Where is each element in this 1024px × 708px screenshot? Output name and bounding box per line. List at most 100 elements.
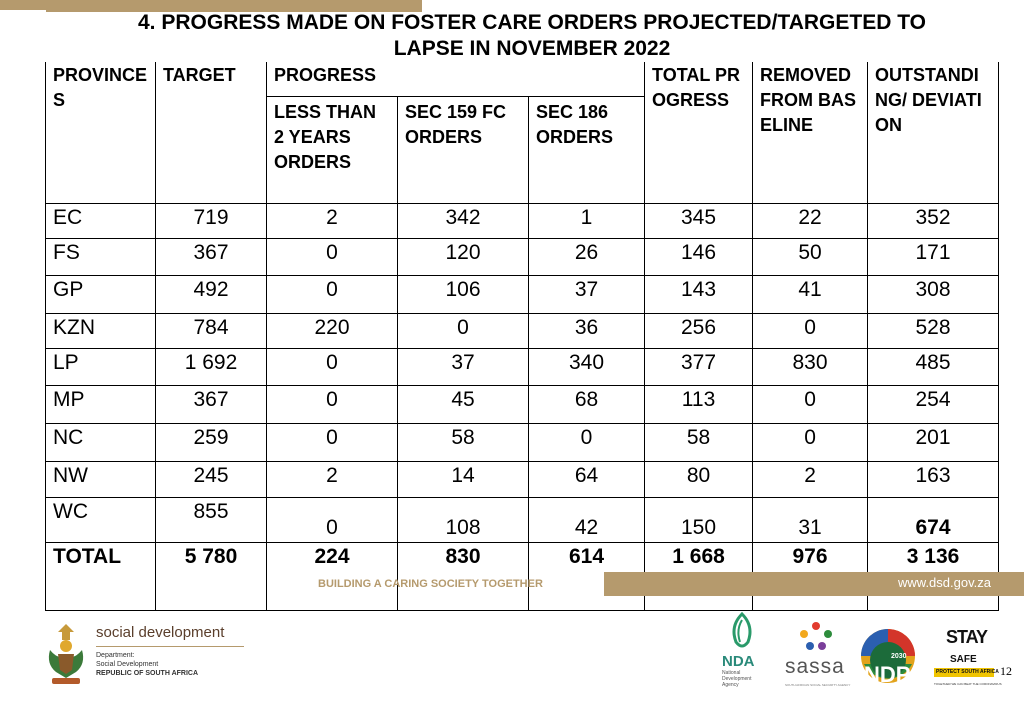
cell-less-than-2: 0	[266, 274, 398, 314]
cell-sec-159: 106	[397, 274, 529, 314]
cell-less-than-2: 2	[266, 460, 398, 498]
cell-sec-159: 37	[397, 347, 529, 386]
table-row: EC 719 2 342 1 345 22 352	[45, 202, 1000, 239]
cell-removed: 0	[752, 422, 869, 462]
nda-subtitle: National Development Agency	[722, 670, 752, 688]
cell-outstanding: 528	[867, 312, 1000, 349]
table-row: GP 492 0 106 37 143 41 308	[45, 274, 1000, 314]
header-provinces: PROVINCES	[45, 62, 156, 204]
cell-target: 259	[155, 422, 267, 462]
table-row: WC 855 0 108 42 150 31 674	[45, 496, 1000, 543]
cell-total-progress: 80	[644, 460, 754, 498]
header-accent-bar	[46, 0, 422, 12]
cell-sec-186: 42	[527, 496, 646, 543]
cell-province: GP	[45, 274, 156, 314]
table-row: FS 367 0 120 26 146 50 171	[45, 237, 1000, 276]
cell-outstanding: 674	[867, 496, 1000, 543]
table-total-row: TOTAL 5 780 224 830 614 1 668 976 3 136	[45, 541, 1000, 611]
header-removed-from-baseline: REMOVED FROM BASELINE	[752, 62, 869, 204]
cell-sec-159: 342	[397, 202, 529, 239]
cell-province: WC	[45, 496, 156, 543]
table-row: LP 1 692 0 37 340 377 830 485	[45, 347, 1000, 386]
cell-less-than-2: 0	[266, 347, 398, 386]
header-total-progress: TOTAL PROGRESS	[644, 62, 754, 204]
cell-sec-186: 37	[527, 274, 646, 314]
cell-less-than-2: 220	[266, 312, 398, 349]
cell-province: NC	[45, 422, 156, 462]
dept-name: social development	[96, 624, 225, 641]
cell-less-than-2: 2	[266, 202, 398, 239]
cell-total-progress: 58	[644, 422, 754, 462]
sassa-emblem-icon	[800, 622, 832, 650]
stay-safe-subtitle: TOGETHER WE CAN BEAT THE CORONAVIRUS	[934, 682, 1002, 686]
cell-target: 784	[155, 312, 267, 349]
cell-target: 855	[155, 496, 267, 543]
cell-target: 5 780	[155, 541, 267, 611]
cell-province: NW	[45, 460, 156, 498]
slide-title: 4. PROGRESS MADE ON FOSTER CARE ORDERS P…	[60, 10, 1004, 62]
cell-sec-186: 340	[527, 347, 646, 386]
stay-safe-line-2: SAFE	[950, 654, 977, 665]
cell-outstanding: 485	[867, 347, 1000, 386]
stay-safe-band-text: PROTECT SOUTH AFRICA	[936, 669, 999, 675]
cell-removed: 22	[752, 202, 869, 239]
cell-removed: 31	[752, 496, 869, 543]
nda-name: NDA	[722, 653, 755, 670]
social-development-logo: social development Department: Social De…	[44, 620, 244, 690]
cell-less-than-2: 0	[266, 384, 398, 424]
cell-target: 492	[155, 274, 267, 314]
header-target: TARGET	[155, 62, 267, 204]
cell-less-than-2: 224	[266, 541, 398, 611]
header-sec-159: SEC 159 FC ORDERS	[397, 95, 529, 204]
dept-divider	[96, 646, 244, 647]
cell-sec-159: 108	[397, 496, 529, 543]
dept-line-2: Social Development	[96, 661, 159, 668]
cell-province: EC	[45, 202, 156, 239]
cell-sec-186: 36	[527, 312, 646, 349]
cell-outstanding: 201	[867, 422, 1000, 462]
header-sec-186: SEC 186 ORDERS	[527, 95, 646, 204]
cell-target: 367	[155, 384, 267, 424]
header-outstanding-deviation: OUTSTANDING/ DEVIATION	[867, 62, 1000, 204]
cell-removed: 41	[752, 274, 869, 314]
coat-of-arms-icon	[48, 624, 84, 684]
stay-safe-band	[934, 668, 994, 677]
cell-outstanding: 171	[867, 237, 1000, 276]
cell-outstanding: 352	[867, 202, 1000, 239]
cell-outstanding: 308	[867, 274, 1000, 314]
cell-target: 245	[155, 460, 267, 498]
sassa-subtitle: SOUTH AFRICAN SOCIAL SECURITY AGENCY	[785, 683, 851, 687]
cell-sec-186: 1	[527, 202, 646, 239]
cell-removed: 830	[752, 347, 869, 386]
cell-province: LP	[45, 347, 156, 386]
cell-total-progress: 150	[644, 496, 754, 543]
cell-target: 1 692	[155, 347, 267, 386]
cell-total-progress: 256	[644, 312, 754, 349]
cell-total-progress: 146	[644, 237, 754, 276]
cell-sec-186: 26	[527, 237, 646, 276]
cell-outstanding: 254	[867, 384, 1000, 424]
slide-title-line-1: 4. PROGRESS MADE ON FOSTER CARE ORDERS P…	[138, 11, 926, 34]
header-less-than-2-years: LESS THAN 2 YEARS ORDERS	[266, 95, 398, 204]
cell-total-progress: 143	[644, 274, 754, 314]
cell-province: TOTAL	[45, 541, 156, 611]
ndp-year: 2030	[891, 653, 907, 660]
nda-emblem-icon	[732, 612, 752, 648]
cell-sec-159: 0	[397, 312, 529, 349]
cell-total-progress: 345	[644, 202, 754, 239]
cell-sec-186: 64	[527, 460, 646, 498]
page-number: 12	[1000, 664, 1012, 678]
header-progress: PROGRESS	[265, 62, 646, 97]
cell-province: FS	[45, 237, 156, 276]
sassa-name: sassa	[785, 655, 845, 678]
cell-total-progress: 113	[644, 384, 754, 424]
footer-tagline: BUILDING A CARING SOCIETY TOGETHER	[318, 578, 543, 590]
table-row: NC 259 0 58 0 58 0 201	[45, 422, 1000, 462]
cell-removed: 0	[752, 384, 869, 424]
cell-less-than-2: 0	[266, 496, 398, 543]
cell-sec-159: 120	[397, 237, 529, 276]
footer-url[interactable]: www.dsd.gov.za	[898, 575, 991, 590]
cell-removed: 50	[752, 237, 869, 276]
cell-province: MP	[45, 384, 156, 424]
table-row: KZN 784 220 0 36 256 0 528	[45, 312, 1000, 349]
